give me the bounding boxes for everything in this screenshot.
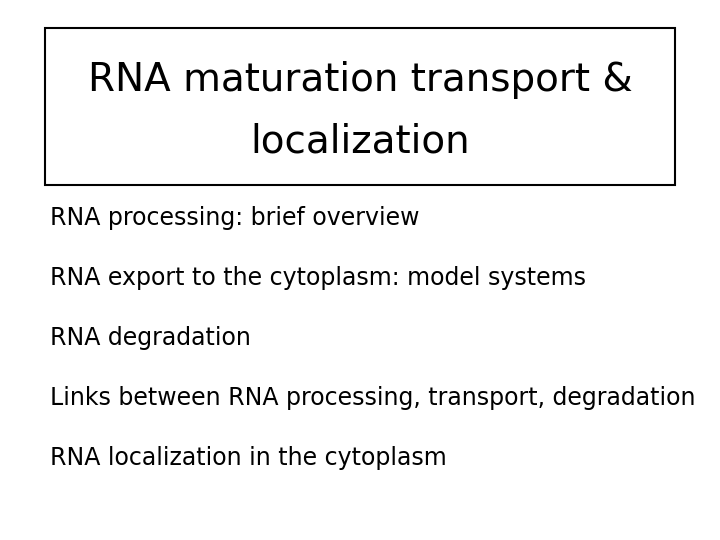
Text: RNA localization in the cytoplasm: RNA localization in the cytoplasm <box>50 446 446 470</box>
Text: RNA degradation: RNA degradation <box>50 326 251 350</box>
Text: RNA maturation transport &: RNA maturation transport & <box>88 61 632 99</box>
Text: RNA export to the cytoplasm: model systems: RNA export to the cytoplasm: model syste… <box>50 266 586 290</box>
Text: localization: localization <box>250 122 470 160</box>
Text: RNA processing: brief overview: RNA processing: brief overview <box>50 206 420 230</box>
Bar <box>45 28 675 185</box>
Text: Links between RNA processing, transport, degradation: Links between RNA processing, transport,… <box>50 386 696 410</box>
